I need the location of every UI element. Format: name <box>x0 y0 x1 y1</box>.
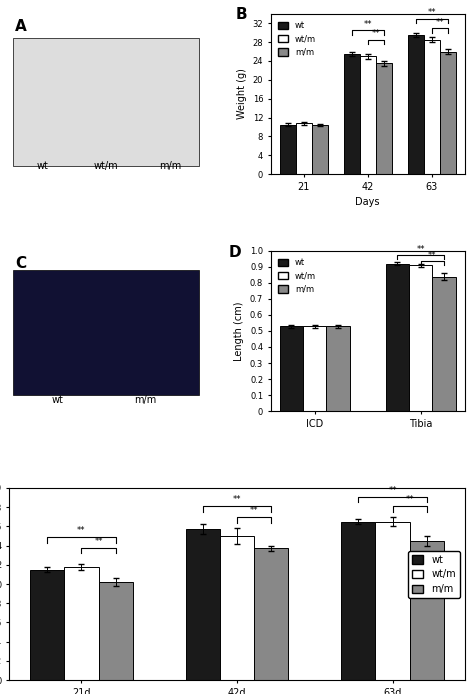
Text: **: ** <box>405 496 414 505</box>
Bar <box>312 125 328 174</box>
Text: **: ** <box>428 251 437 260</box>
Text: **: ** <box>388 486 397 495</box>
Bar <box>13 38 199 166</box>
Text: **: ** <box>436 17 444 26</box>
Bar <box>386 264 409 411</box>
Text: wt: wt <box>36 161 48 171</box>
Text: B: B <box>236 8 247 22</box>
Bar <box>13 270 199 395</box>
Legend: wt, wt/m, m/m: wt, wt/m, m/m <box>408 550 460 598</box>
Text: m/m: m/m <box>159 161 182 171</box>
X-axis label: Days: Days <box>356 197 380 208</box>
Text: **: ** <box>372 29 380 38</box>
Bar <box>220 536 254 680</box>
Bar <box>326 326 350 411</box>
Bar <box>432 276 456 411</box>
Bar <box>254 548 288 680</box>
Text: D: D <box>228 244 241 260</box>
Bar <box>360 56 376 174</box>
Y-axis label: Length (cm): Length (cm) <box>235 301 245 361</box>
Bar <box>375 522 410 680</box>
Bar <box>408 35 424 174</box>
Bar <box>341 522 375 680</box>
Text: wt/m: wt/m <box>94 161 118 171</box>
Text: A: A <box>15 19 27 34</box>
Bar <box>280 326 303 411</box>
Y-axis label: Weight (g): Weight (g) <box>237 69 247 119</box>
Bar <box>410 541 444 680</box>
Text: C: C <box>15 255 27 271</box>
Bar <box>344 54 360 174</box>
Bar <box>296 123 312 174</box>
Bar <box>64 567 99 680</box>
Bar <box>186 530 220 680</box>
Bar <box>440 51 456 174</box>
Text: wt: wt <box>52 395 64 405</box>
Text: **: ** <box>250 506 258 515</box>
Text: **: ** <box>364 20 372 29</box>
Bar <box>424 40 440 174</box>
Bar <box>376 63 392 174</box>
Bar <box>303 326 326 411</box>
Bar <box>280 125 296 174</box>
Text: m/m: m/m <box>134 395 156 405</box>
Legend: wt, wt/m, m/m: wt, wt/m, m/m <box>275 18 319 60</box>
Text: **: ** <box>233 496 241 505</box>
Text: **: ** <box>77 526 86 535</box>
Text: **: ** <box>417 244 425 253</box>
Text: **: ** <box>428 8 436 17</box>
Bar <box>30 570 64 680</box>
Text: **: ** <box>94 536 103 545</box>
Legend: wt, wt/m, m/m: wt, wt/m, m/m <box>275 255 319 297</box>
Bar <box>99 582 133 680</box>
Bar <box>409 265 432 411</box>
